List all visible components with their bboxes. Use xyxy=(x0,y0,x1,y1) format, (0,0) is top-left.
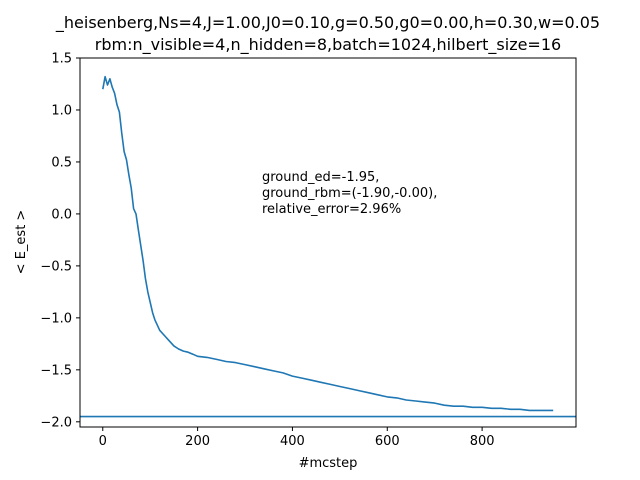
chart-title-line-2: rbm:n_visible=4,n_hidden=8,batch=1024,hi… xyxy=(95,35,561,55)
y-tick-label: 1.5 xyxy=(51,52,72,67)
annotation-line-2: ground_rbm=(-1.90,-0.00), xyxy=(262,186,437,201)
x-tick-label: 200 xyxy=(185,434,210,449)
plot-frame xyxy=(79,57,577,428)
x-tick-label: 800 xyxy=(470,434,495,449)
series-layer xyxy=(80,75,576,418)
annotation-line-1: ground_ed=-1.95, xyxy=(262,170,379,185)
y-tick-label: 0.5 xyxy=(51,155,72,170)
y-tick-label: 0.0 xyxy=(51,207,72,222)
y-tick-label: −0.5 xyxy=(40,259,72,274)
x-tick-label: 600 xyxy=(375,434,400,449)
y-tick-label: −2.0 xyxy=(40,415,72,430)
series-line-0 xyxy=(102,75,554,412)
y-tick-label: −1.0 xyxy=(40,311,72,326)
annotation-line-3: relative_error=2.96% xyxy=(262,202,401,217)
axis-ticks: 0 200 400 600 800 1.5 1.0 0.5 0.0 −0.5 −1.0 −1.5 −2.… xyxy=(40,52,494,450)
y-axis-label: < E_est > xyxy=(14,210,29,275)
x-tick-label: 400 xyxy=(280,434,305,449)
chart-title-line-1: _heisenberg,Ns=4,J=1.00,J0=0.10,g=0.50,g… xyxy=(55,13,600,33)
x-tick-label: 0 xyxy=(99,434,107,449)
y-tick-label: −1.5 xyxy=(40,363,72,378)
plot-area xyxy=(80,75,576,418)
x-axis-label: #mcstep xyxy=(299,456,358,471)
y-tick-label: 1.0 xyxy=(51,103,72,118)
